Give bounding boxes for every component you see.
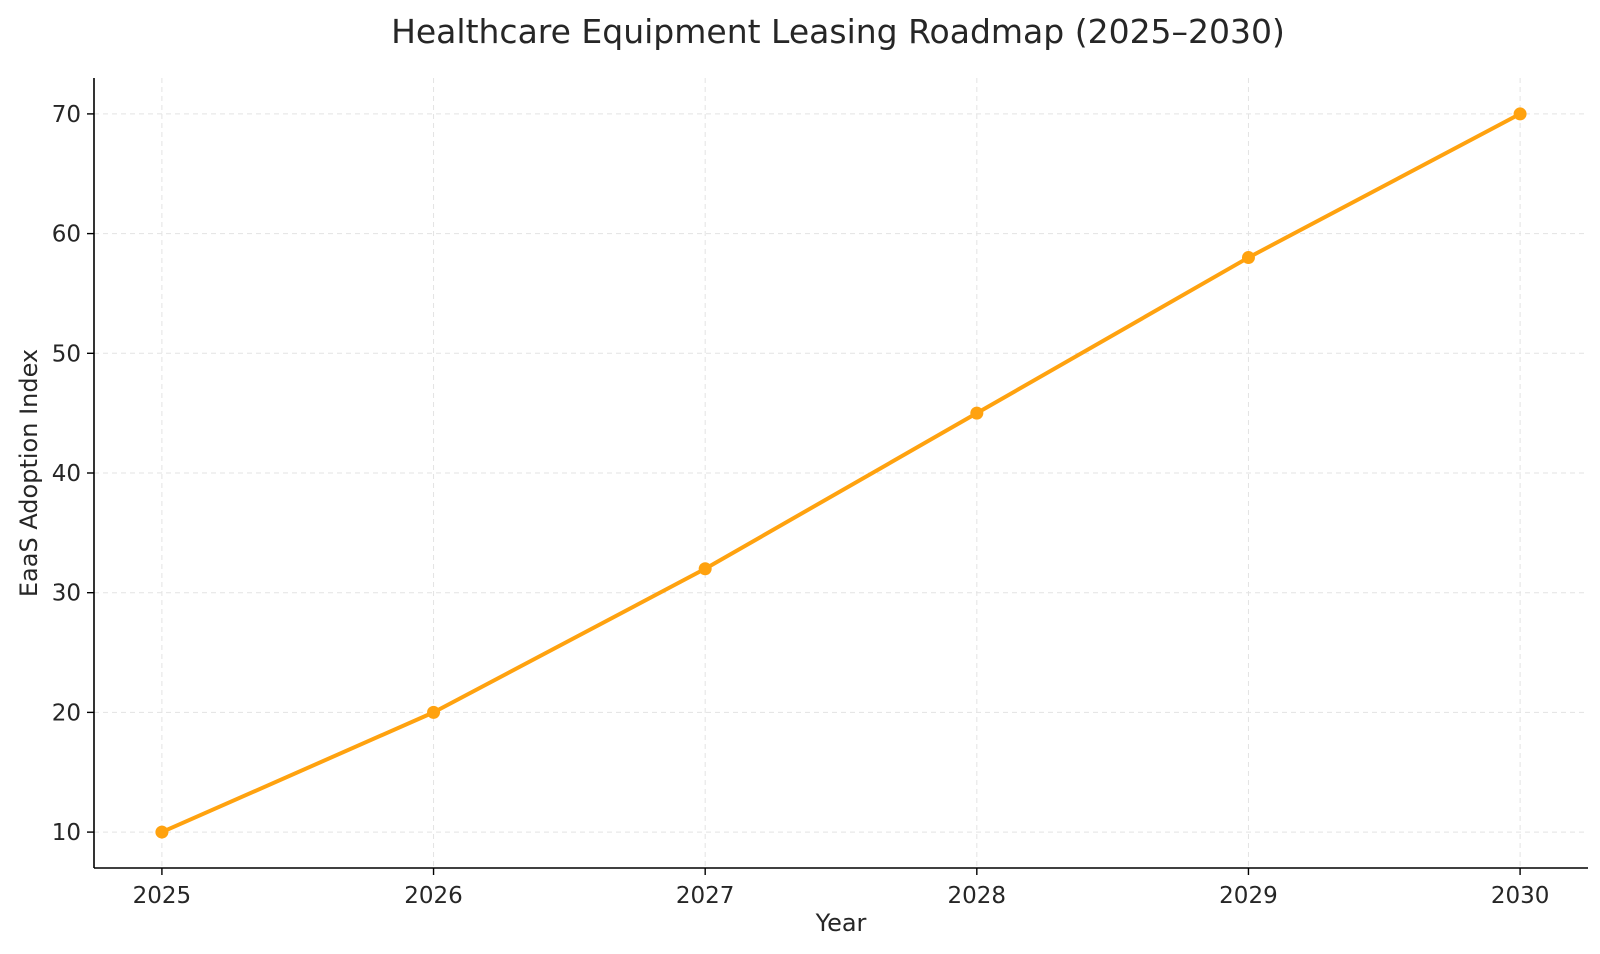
y-tick-label: 40 (52, 461, 81, 487)
data-point (1513, 107, 1527, 121)
data-point (155, 825, 169, 839)
x-tick-label: 2028 (948, 883, 1007, 909)
x-tick-label: 2030 (1491, 883, 1550, 909)
axes (87, 78, 1588, 875)
y-tick-label: 50 (52, 341, 81, 367)
y-tick-label: 20 (52, 700, 81, 726)
chart-title: Healthcare Equipment Leasing Roadmap (20… (391, 12, 1285, 51)
series-line (159, 111, 1523, 835)
x-tick-label: 2026 (404, 883, 463, 909)
x-tick-label: 2025 (133, 883, 192, 909)
y-axis-label: EaaS Adoption Index (15, 349, 43, 597)
data-point (698, 562, 712, 576)
data-point (427, 705, 441, 719)
grid-lines (94, 78, 1588, 868)
data-point (970, 406, 984, 420)
y-tick-label: 30 (52, 581, 81, 607)
series-layer (155, 107, 1527, 839)
y-tick-label: 10 (52, 820, 81, 846)
x-tick-label: 2029 (1219, 883, 1278, 909)
y-tick-label: 60 (52, 222, 81, 248)
x-axis-label: Year (815, 909, 867, 937)
x-tick-label: 2027 (676, 883, 735, 909)
y-tick-label: 70 (52, 102, 81, 128)
data-point (1241, 251, 1255, 265)
